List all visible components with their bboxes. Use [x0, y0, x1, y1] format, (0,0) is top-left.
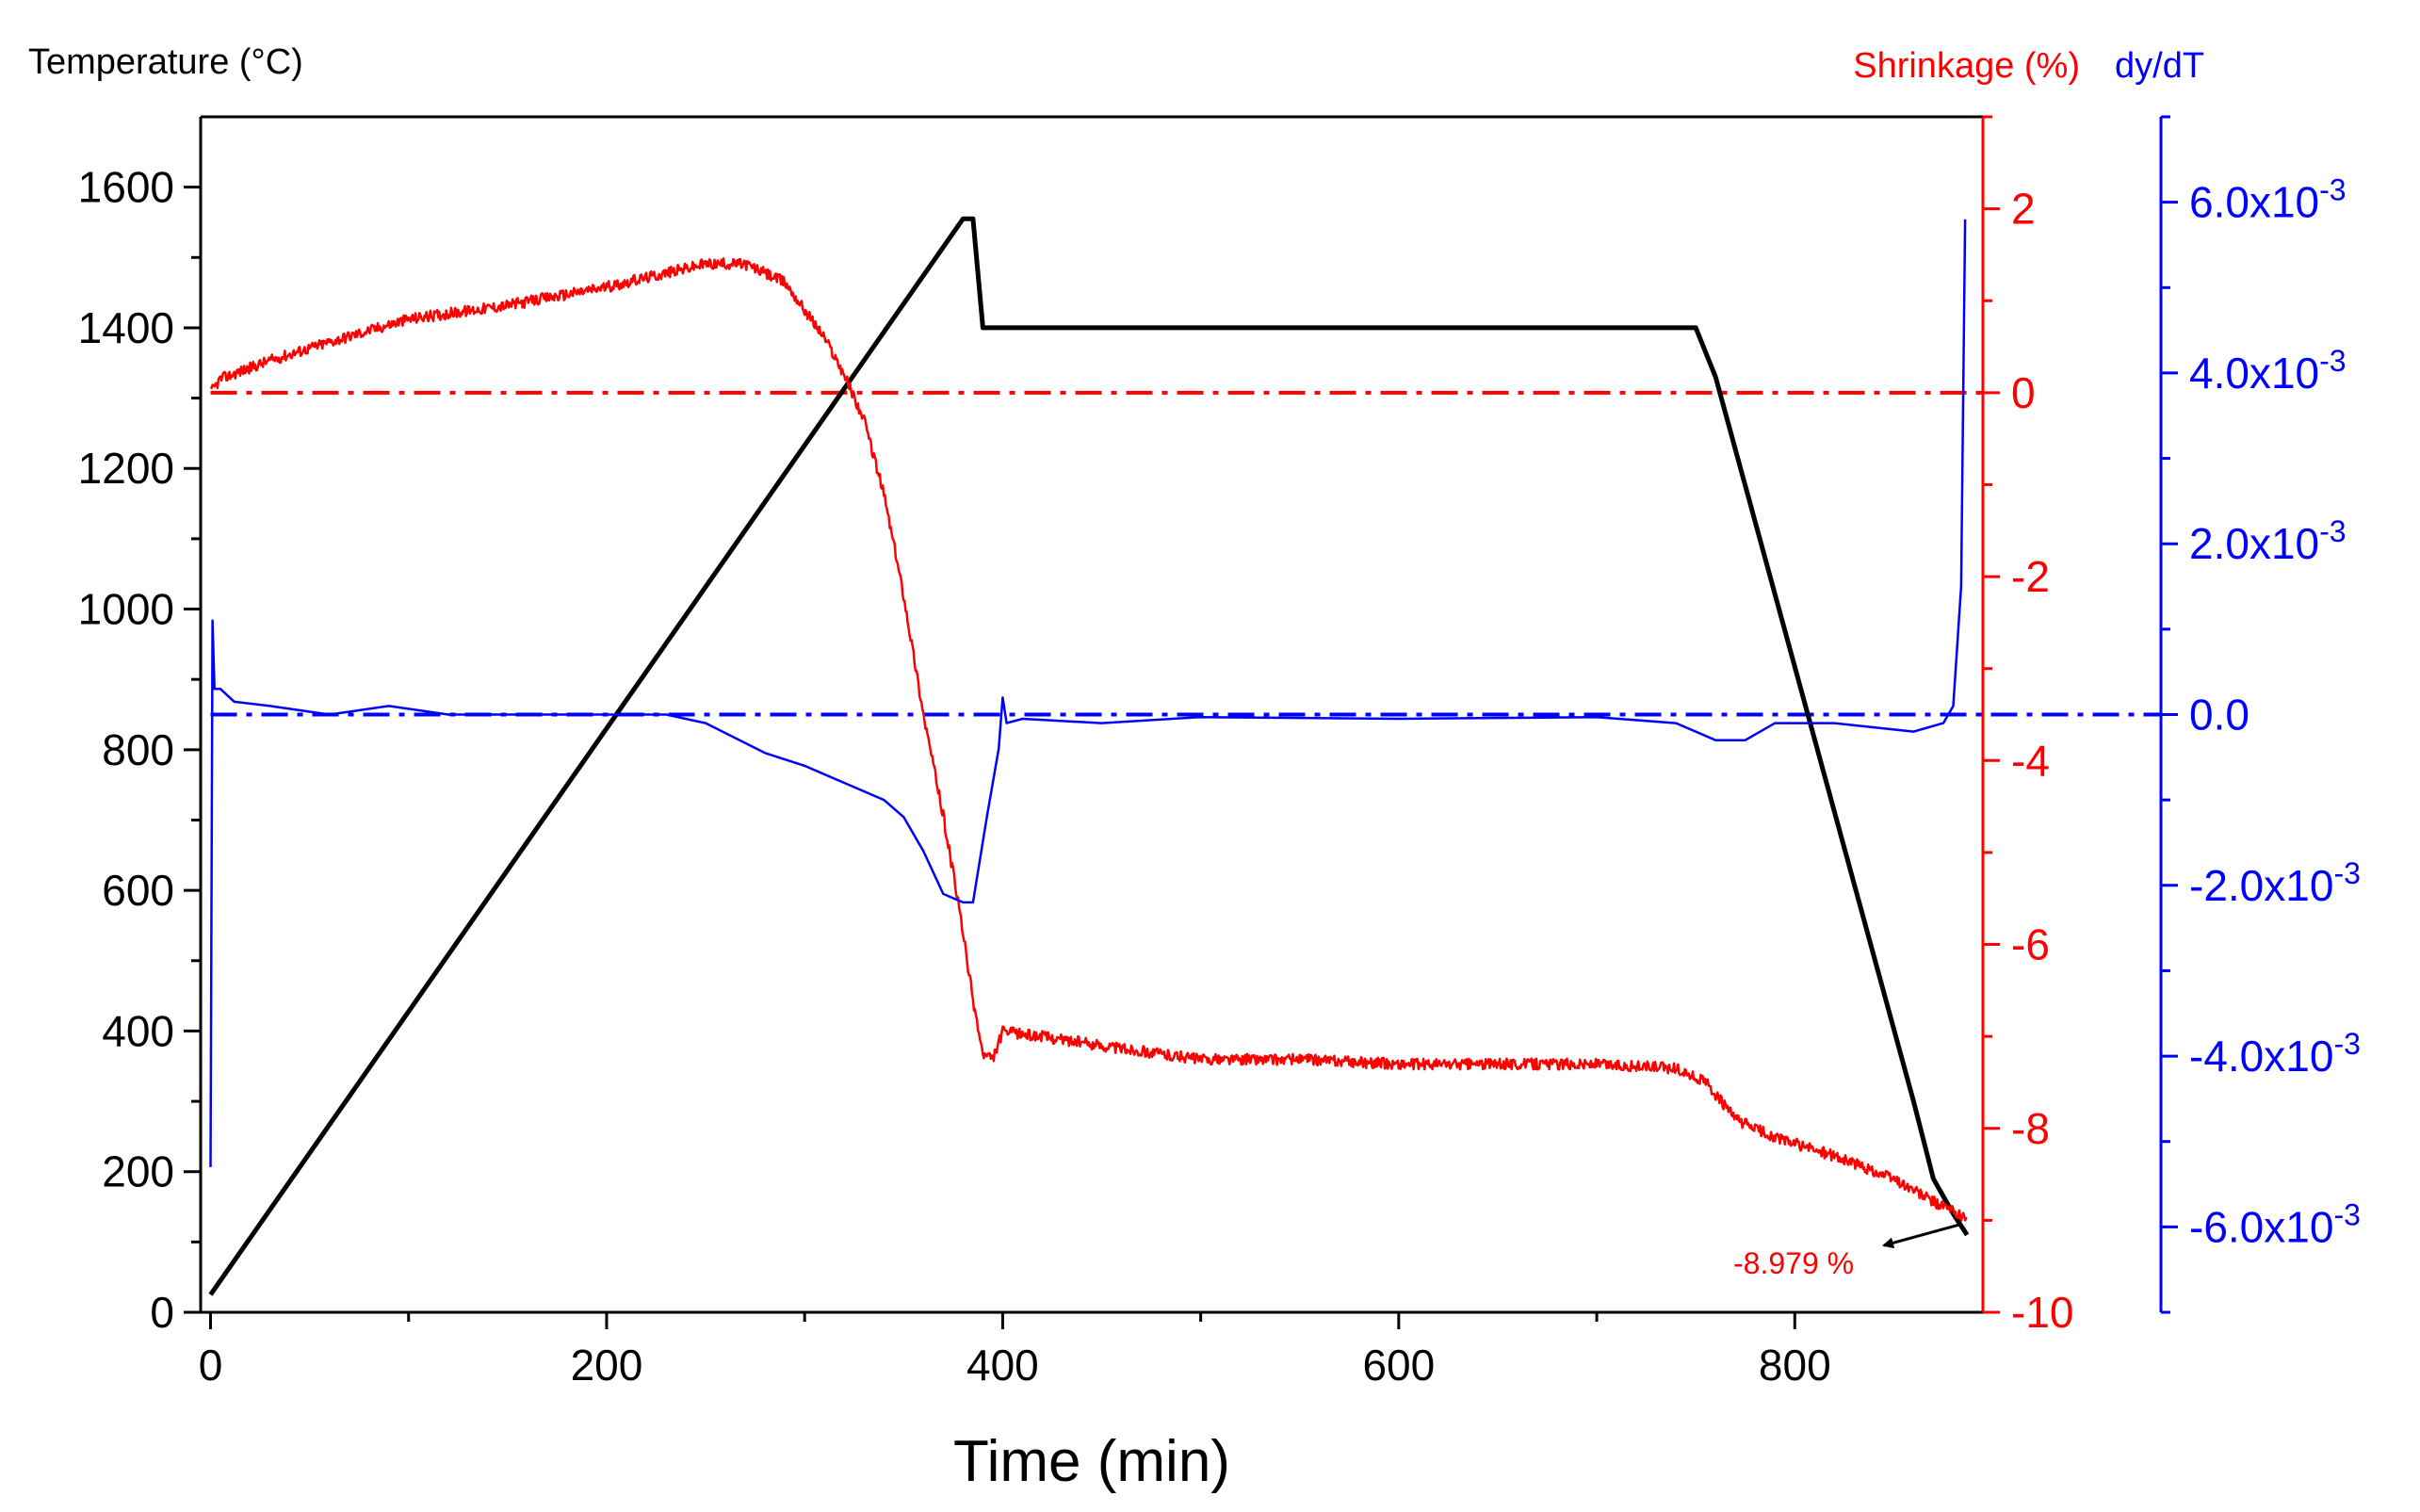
shrinkage-tick-label: -4	[2011, 736, 2050, 785]
temperature-tick-label: 200	[102, 1147, 174, 1196]
shrinkage-tick-label: -2	[2011, 552, 2050, 601]
dydt-tick-mantissa: 2.0x10	[2189, 519, 2319, 568]
temperature-tick-label: 800	[102, 725, 174, 774]
shrinkage-tick-label: -10	[2011, 1288, 2073, 1337]
shrinkage-tick-label: -8	[2011, 1104, 2050, 1153]
annotation-label: -8.979 %	[1733, 1246, 1854, 1280]
dydt-tick-mantissa: 6.0x10	[2189, 178, 2319, 227]
dydt-tick-mantissa: -2.0x10	[2189, 861, 2333, 910]
dydt-tick-exponent: -3	[2319, 514, 2346, 548]
dydt-tick-mantissa: 0.0	[2189, 691, 2249, 740]
dydt-tick-label: 0.0	[2189, 691, 2249, 740]
dydt-tick-mantissa: -6.0x10	[2189, 1202, 2333, 1251]
temperature-tick-label: 1200	[78, 444, 174, 493]
shrinkage-tick-label: 2	[2011, 185, 2036, 234]
dydt-axis-title: dy/dT	[2115, 46, 2204, 86]
temperature-tick-label: 1000	[78, 585, 174, 634]
temperature-tick-label: 400	[102, 1006, 174, 1055]
dy-dt-series-line	[209, 219, 1967, 1167]
dydt-tick-exponent: -3	[2333, 1197, 2360, 1231]
dydt-tick-label: -2.0x10-3	[2189, 856, 2361, 910]
shrinkage-series-line	[209, 257, 1968, 1223]
dydt-tick-label: 4.0x10-3	[2189, 344, 2347, 398]
dydt-tick-mantissa: 4.0x10	[2189, 349, 2319, 398]
x-axis-title: Time (min)	[953, 1429, 1230, 1494]
x-tick-label: 0	[199, 1341, 223, 1390]
temperature-tick-label: 1600	[78, 163, 174, 212]
dydt-tick-exponent: -3	[2333, 856, 2360, 890]
shrinkage-tick-label: -6	[2011, 920, 2050, 969]
dydt-tick-exponent: -3	[2319, 173, 2346, 207]
x-tick-label: 400	[966, 1341, 1039, 1390]
dydt-tick-label: 2.0x10-3	[2189, 514, 2347, 568]
x-tick-label: 200	[571, 1341, 643, 1390]
dydt-tick-label: 6.0x10-3	[2189, 173, 2347, 227]
shrinkage-tick-label: 0	[2011, 368, 2036, 417]
x-tick-label: 600	[1362, 1341, 1435, 1390]
dydt-tick-label: -4.0x10-3	[2189, 1027, 2361, 1081]
dydt-tick-mantissa: -4.0x10	[2189, 1032, 2333, 1081]
x-tick-label: 800	[1759, 1341, 1831, 1390]
temperature-series-line	[208, 216, 1970, 1296]
shrinkage-axis-title: Shrinkage (%)	[1853, 46, 2080, 86]
annotation-arrow	[1882, 1222, 1962, 1249]
temperature-tick-label: 0	[150, 1288, 174, 1337]
dydt-tick-exponent: -3	[2333, 1027, 2360, 1061]
temperature-axis-title: Temperature (°C)	[28, 42, 303, 82]
temperature-tick-label: 1400	[78, 303, 174, 352]
dydt-tick-label: -6.0x10-3	[2189, 1197, 2361, 1251]
dydt-tick-exponent: -3	[2319, 344, 2346, 378]
temperature-tick-label: 600	[102, 866, 174, 915]
